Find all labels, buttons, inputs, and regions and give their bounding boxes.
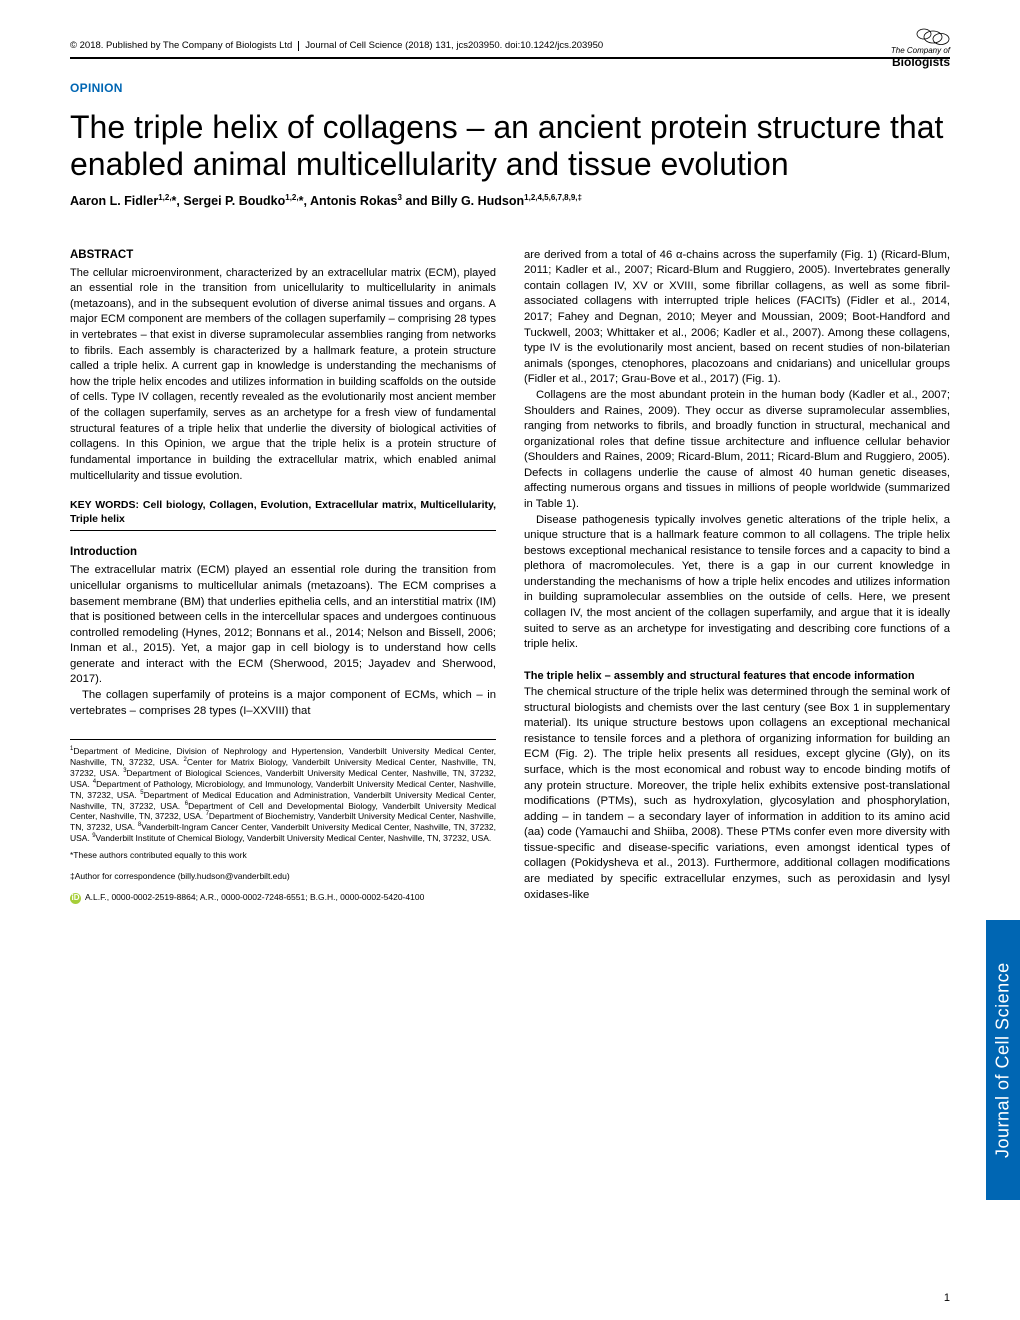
- right-para-3: Disease pathogenesis typically involves …: [524, 513, 950, 653]
- article-type-label: OPINION: [70, 81, 950, 95]
- right-column: are derived from a total of 46 α-chains …: [524, 248, 950, 904]
- abstract-text: The cellular microenvironment, character…: [70, 266, 496, 485]
- header-separator: [298, 41, 299, 51]
- citation-text: Journal of Cell Science (2018) 131, jcs2…: [305, 40, 603, 51]
- copyright-text: © 2018. Published by The Company of Biol…: [70, 40, 292, 51]
- running-header: © 2018. Published by The Company of Biol…: [70, 40, 950, 51]
- orcid-ids: A.L.F., 0000-0002-2519-8864; A.R., 0000-…: [85, 892, 424, 903]
- intro-para-1: The extracellular matrix (ECM) played an…: [70, 563, 496, 688]
- affiliations-text: 1Department of Medicine, Division of Nep…: [70, 746, 496, 844]
- publisher-name: Biologists: [892, 55, 950, 69]
- author-list: Aaron L. Fidler1,2,*, Sergei P. Boudko1,…: [70, 193, 950, 208]
- intro-para-2: The collagen superfamily of proteins is …: [70, 688, 496, 719]
- header-rule: [70, 57, 950, 59]
- right-para-2: Collagens are the most abundant protein …: [524, 388, 950, 513]
- abstract-heading: ABSTRACT: [70, 248, 496, 264]
- affiliations-block: 1Department of Medicine, Division of Nep…: [70, 739, 496, 904]
- keywords-block: KEY WORDS: Cell biology, Collagen, Evolu…: [70, 498, 496, 526]
- journal-side-tab: Journal of Cell Science: [986, 920, 1020, 1200]
- keywords-label: KEY WORDS:: [70, 499, 139, 511]
- left-column: ABSTRACT The cellular microenvironment, …: [70, 248, 496, 904]
- biologists-logo-icon: [916, 28, 950, 46]
- two-column-body: ABSTRACT The cellular microenvironment, …: [70, 248, 950, 904]
- correspondence-note: ‡Author for correspondence (billy.hudson…: [70, 871, 496, 882]
- equal-contribution-note: *These authors contributed equally to th…: [70, 850, 496, 861]
- publisher-logo: The Company of Biologists: [860, 28, 950, 72]
- keywords-rule: [70, 530, 496, 531]
- orcid-line: iD A.L.F., 0000-0002-2519-8864; A.R., 00…: [70, 892, 496, 904]
- introduction-heading: Introduction: [70, 545, 496, 561]
- article-title: The triple helix of collagens – an ancie…: [70, 109, 950, 183]
- subsection-heading: The triple helix – assembly and structur…: [524, 669, 950, 683]
- orcid-icon: iD: [70, 893, 81, 904]
- publisher-prefix: The Company of: [891, 46, 950, 55]
- right-para-1: are derived from a total of 46 α-chains …: [524, 248, 950, 388]
- page-number: 1: [944, 1292, 950, 1304]
- right-para-4: The chemical structure of the triple hel…: [524, 685, 950, 903]
